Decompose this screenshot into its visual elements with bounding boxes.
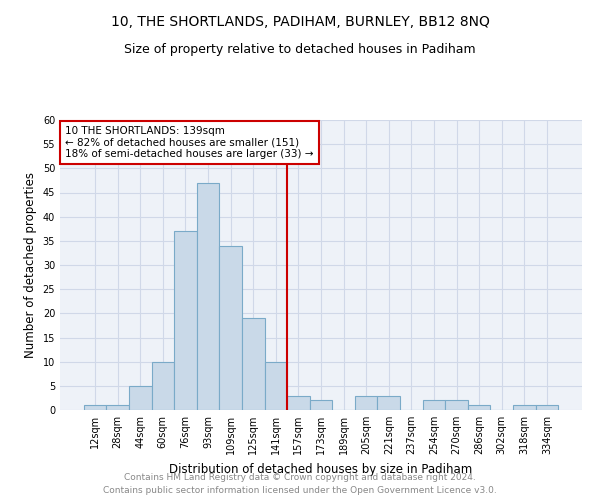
Bar xyxy=(84,405,106,410)
Bar xyxy=(265,362,287,410)
Bar xyxy=(513,405,536,410)
Bar xyxy=(536,405,558,410)
Bar xyxy=(287,396,310,410)
Text: Contains HM Land Registry data © Crown copyright and database right 2024.
Contai: Contains HM Land Registry data © Crown c… xyxy=(103,473,497,495)
Bar xyxy=(106,405,129,410)
Bar xyxy=(377,396,400,410)
Y-axis label: Number of detached properties: Number of detached properties xyxy=(24,172,37,358)
Bar xyxy=(197,183,220,410)
Bar xyxy=(355,396,377,410)
Text: 10 THE SHORTLANDS: 139sqm
← 82% of detached houses are smaller (151)
18% of semi: 10 THE SHORTLANDS: 139sqm ← 82% of detac… xyxy=(65,126,314,159)
Bar xyxy=(152,362,174,410)
Bar xyxy=(310,400,332,410)
Bar xyxy=(220,246,242,410)
Bar xyxy=(468,405,490,410)
X-axis label: Distribution of detached houses by size in Padiham: Distribution of detached houses by size … xyxy=(169,462,473,475)
Bar xyxy=(174,231,197,410)
Bar xyxy=(242,318,265,410)
Text: 10, THE SHORTLANDS, PADIHAM, BURNLEY, BB12 8NQ: 10, THE SHORTLANDS, PADIHAM, BURNLEY, BB… xyxy=(110,15,490,29)
Bar xyxy=(445,400,468,410)
Text: Size of property relative to detached houses in Padiham: Size of property relative to detached ho… xyxy=(124,42,476,56)
Bar xyxy=(129,386,152,410)
Bar xyxy=(422,400,445,410)
